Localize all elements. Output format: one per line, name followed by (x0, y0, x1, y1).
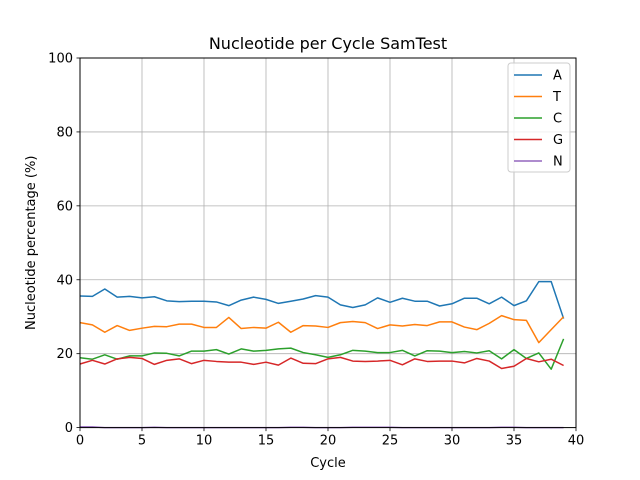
x-tick-label: 35 (506, 434, 523, 449)
x-tick-label: 40 (568, 434, 585, 449)
x-tick-label: 5 (138, 434, 146, 449)
x-tick-label: 15 (258, 434, 275, 449)
series-line-t (79, 314, 565, 344)
x-tick-label: 30 (444, 434, 461, 449)
y-tick-label: 0 (65, 421, 73, 436)
y-tick-label: 60 (56, 199, 73, 214)
x-tick-label: 10 (196, 434, 213, 449)
y-tick-label: 100 (48, 52, 73, 67)
series-line-c (79, 338, 565, 370)
legend-label-c: C (553, 112, 562, 127)
y-tick-label: 40 (56, 273, 73, 288)
legend-label-t: T (552, 90, 561, 105)
series-lines (79, 280, 565, 429)
legend-label-n: N (553, 155, 563, 170)
x-tick-label: 20 (320, 434, 337, 449)
x-tick-label: 25 (382, 434, 399, 449)
legend-label-a: A (553, 69, 562, 84)
y-tick-label: 80 (56, 125, 73, 140)
series-line-a (79, 280, 565, 319)
y-tick-label: 20 (56, 347, 73, 362)
x-tick-label: 0 (76, 434, 84, 449)
axis-ticks: 0 5 10 15 20 25 30 35 40 0 20 40 60 80 100 (48, 52, 584, 449)
series-line-g (79, 356, 564, 370)
x-axis-label: Cycle (310, 456, 346, 471)
grid-lines (79, 57, 577, 429)
y-axis-label: Nucleotide percentage (%) (24, 156, 39, 330)
legend-label-g: G (553, 133, 563, 148)
chart-title: Nucleotide per Cycle SamTest (209, 34, 447, 53)
